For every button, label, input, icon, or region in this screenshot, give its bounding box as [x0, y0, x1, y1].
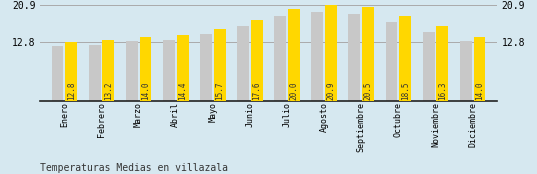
Bar: [237, 26, 249, 101]
Bar: [423, 31, 434, 101]
Bar: [386, 22, 397, 101]
Bar: [89, 45, 100, 101]
Text: 20.0: 20.0: [289, 82, 299, 100]
Bar: [214, 29, 226, 101]
Bar: [200, 34, 212, 101]
Bar: [288, 9, 300, 101]
Bar: [126, 41, 137, 101]
Bar: [362, 7, 374, 101]
Bar: [52, 46, 63, 101]
Bar: [163, 40, 175, 101]
Text: Temperaturas Medias en villazala: Temperaturas Medias en villazala: [40, 163, 228, 173]
Text: 12.8: 12.8: [67, 82, 76, 100]
Bar: [460, 41, 471, 101]
Text: 15.7: 15.7: [215, 82, 224, 100]
Text: 13.2: 13.2: [104, 82, 113, 100]
Bar: [311, 12, 323, 101]
Bar: [177, 35, 188, 101]
Text: 16.3: 16.3: [438, 82, 447, 100]
Text: 14.4: 14.4: [178, 82, 187, 100]
Bar: [474, 37, 485, 101]
Bar: [274, 16, 286, 101]
Bar: [66, 42, 77, 101]
Text: 20.9: 20.9: [326, 82, 336, 100]
Bar: [325, 5, 337, 101]
Text: 14.0: 14.0: [475, 82, 484, 100]
Bar: [437, 26, 448, 101]
Bar: [349, 14, 360, 101]
Bar: [251, 20, 263, 101]
Text: 20.5: 20.5: [364, 82, 373, 100]
Bar: [140, 37, 151, 101]
Text: 18.5: 18.5: [401, 82, 410, 100]
Bar: [103, 41, 114, 101]
Text: 14.0: 14.0: [141, 82, 150, 100]
Bar: [400, 16, 411, 101]
Text: 17.6: 17.6: [252, 82, 262, 100]
